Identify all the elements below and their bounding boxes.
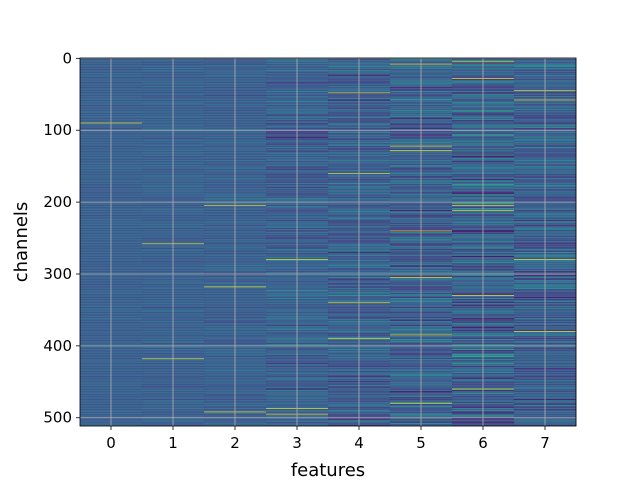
x-axis: 0 1 2 3 4 5 6 7 [106,426,550,452]
x-axis-label: features [291,460,365,480]
grid-lines [80,57,576,426]
y-tick-label: 100 [43,121,72,139]
y-tick-label: 0 [62,49,72,67]
x-tick-label: 0 [106,434,116,452]
y-axis: 0 100 200 300 400 500 [43,49,80,427]
x-tick-label: 2 [230,434,240,452]
plot-frame [79,57,577,427]
heatmap-cells [80,58,577,427]
x-tick-label: 1 [168,434,178,452]
x-tick-label: 4 [354,434,364,452]
y-tick-label: 500 [43,409,72,427]
y-tick-label: 300 [43,265,72,283]
y-tick-label: 400 [43,337,72,355]
x-tick-label: 7 [540,434,550,452]
y-tick-label: 200 [43,193,72,211]
x-tick-label: 3 [292,434,302,452]
x-tick-label: 6 [478,434,488,452]
x-tick-label: 5 [416,434,426,452]
y-axis-label: channels [11,202,32,283]
